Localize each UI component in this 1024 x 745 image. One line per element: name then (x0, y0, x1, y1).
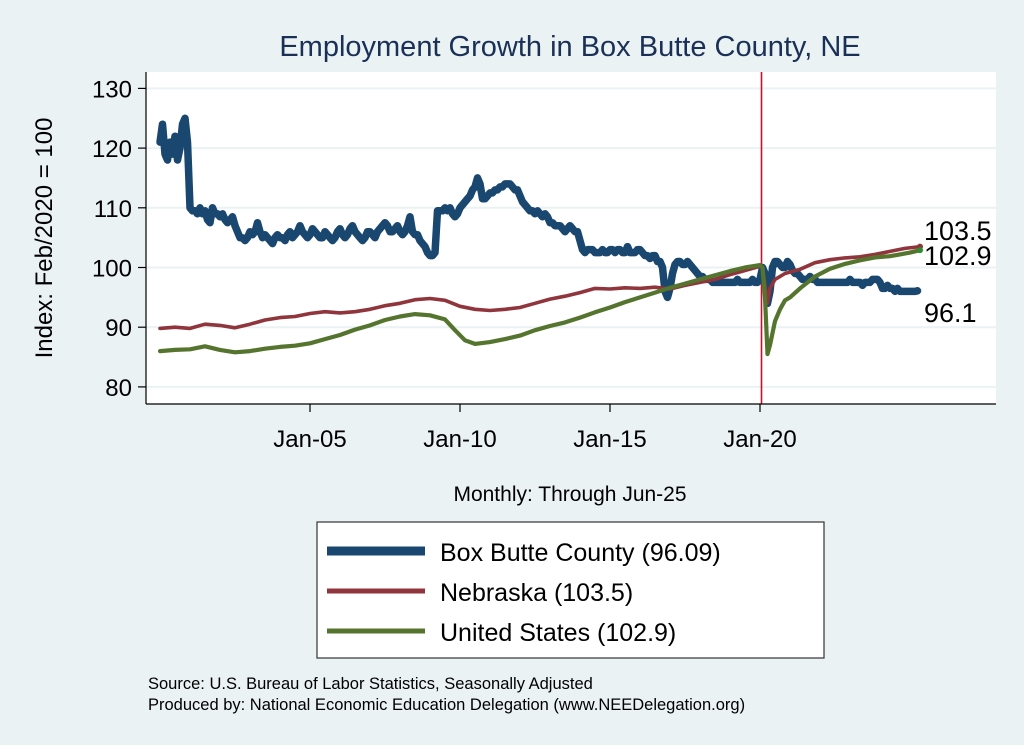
y-tick-label-130: 130 (92, 76, 132, 103)
y-tick-label-110: 110 (94, 196, 132, 223)
series-line-nebraska (158, 244, 922, 331)
series-line-box-butte-county (156, 114, 922, 308)
gridlines (146, 87, 996, 388)
y-tick-label-120: 120 (92, 136, 132, 163)
x-tick-label-jan-15: Jan-15 (573, 426, 646, 453)
x-tick-label-jan-10: Jan-10 (423, 426, 496, 453)
series-group (156, 114, 923, 357)
legend-label-united-states: United States (102.9) (440, 619, 676, 647)
end-label-box-butte-county: 96.1 (924, 298, 977, 328)
y-tick-label-80: 80 (105, 375, 132, 402)
x-axis-title: Monthly: Through Jun-25 (453, 483, 686, 506)
y-tick-label-100: 100 (92, 256, 132, 283)
series-line-united-states (157, 248, 923, 357)
x-tick-label-jan-05: Jan-05 (273, 426, 346, 453)
end-label-nebraska: 103.5 (924, 216, 992, 246)
legend-label-nebraska: Nebraska (103.5) (440, 579, 633, 607)
series-endpoint-united-states (917, 247, 923, 254)
producer-note: Produced by: National Economic Education… (148, 696, 745, 714)
y-axis: 80 90 100 110 120 130 (92, 76, 146, 402)
x-tick-label-jan-20: Jan-20 (723, 426, 796, 453)
y-axis-title: Index: Feb/2020 = 100 (31, 118, 58, 359)
x-axis: Jan-05 Jan-10 Jan-15 Jan-20 (273, 404, 797, 453)
end-label-united-states: 102.9 (924, 241, 992, 271)
legend: Box Butte County (96.09) Nebraska (103.5… (316, 521, 825, 659)
y-tick-label-90: 90 (105, 315, 132, 342)
legend-label-box-butte: Box Butte County (96.09) (440, 539, 721, 567)
source-note: Source: U.S. Bureau of Labor Statistics,… (148, 675, 593, 693)
chart-title: Employment Growth in Box Butte County, N… (279, 31, 860, 63)
